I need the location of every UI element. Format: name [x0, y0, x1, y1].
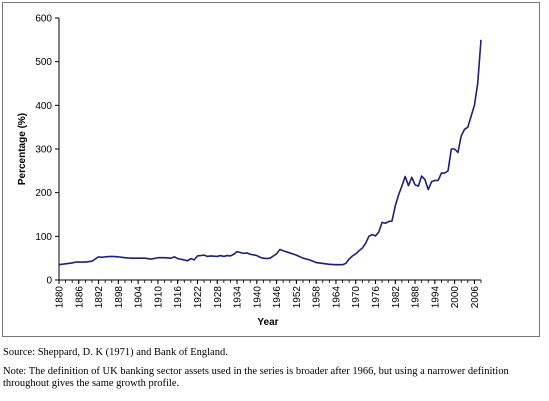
- definition-note-line-1: Note: The definition of UK banking secto…: [3, 366, 509, 377]
- x-tick-label: 1982: [391, 286, 402, 309]
- x-tick-label: 1940: [252, 286, 263, 309]
- x-tick-label: 1970: [351, 286, 362, 309]
- x-tick-label: 1994: [430, 286, 441, 309]
- y-tick-label: 100: [35, 232, 52, 243]
- y-tick-label: 500: [35, 57, 52, 68]
- x-tick-label: 1892: [94, 286, 105, 309]
- x-tick-label: 1922: [193, 286, 204, 309]
- line-chart: 0 100 200 300 400 500 600 1880 1886 1892 1898 1904 1…: [17, 14, 482, 328]
- x-tick-label: 1898: [114, 286, 125, 309]
- y-tick-label: 300: [35, 145, 52, 156]
- x-tick-label: 1928: [213, 286, 224, 309]
- series-line-0: [58, 39, 482, 266]
- x-tick-label: 1934: [233, 286, 244, 309]
- x-tick-label: 1952: [292, 286, 303, 309]
- source-note: Source: Sheppard, D. K (1971) and Bank o…: [3, 347, 228, 358]
- x-tick-label: 1964: [331, 286, 342, 309]
- x-tick-label: 2000: [450, 286, 461, 309]
- x-tick-label: 2006: [470, 286, 481, 309]
- chart-frame: 0 100 200 300 400 500 600 1880 1886 1892 1898 1904 1…: [2, 2, 540, 337]
- y-tick-label: 600: [35, 14, 52, 25]
- x-tick-label: 1910: [153, 286, 164, 309]
- x-tick-label: 1958: [312, 286, 323, 309]
- y-tick-label: 200: [35, 188, 52, 199]
- x-tick-label: 1904: [134, 286, 145, 309]
- x-tick-label: 1880: [55, 286, 66, 309]
- x-tick-label: 1976: [371, 286, 382, 309]
- y-tick-label: 0: [46, 276, 52, 287]
- y-tick-label: 400: [35, 101, 52, 112]
- x-tick-label: 1886: [74, 286, 85, 309]
- definition-note-line-2: throughout gives the same growth profile…: [3, 378, 180, 389]
- x-axis-title: Year: [257, 317, 278, 328]
- y-axis-title: Percentage (%): [17, 113, 28, 185]
- x-tick-label: 1916: [173, 286, 184, 309]
- x-tick-label: 1988: [411, 286, 422, 309]
- x-tick-label: 1946: [272, 286, 283, 309]
